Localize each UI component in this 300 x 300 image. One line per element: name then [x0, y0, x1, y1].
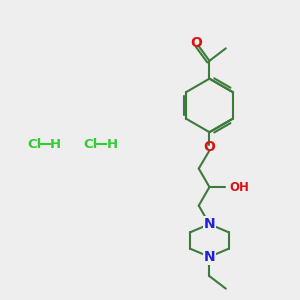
Text: Cl: Cl [83, 138, 98, 151]
Text: H: H [106, 138, 118, 151]
Text: O: O [203, 140, 215, 154]
Text: Cl: Cl [27, 138, 41, 151]
Text: N: N [204, 250, 215, 264]
Text: H: H [50, 138, 61, 151]
Text: OH: OH [230, 181, 249, 194]
Text: N: N [204, 217, 215, 231]
Text: O: O [190, 36, 202, 50]
